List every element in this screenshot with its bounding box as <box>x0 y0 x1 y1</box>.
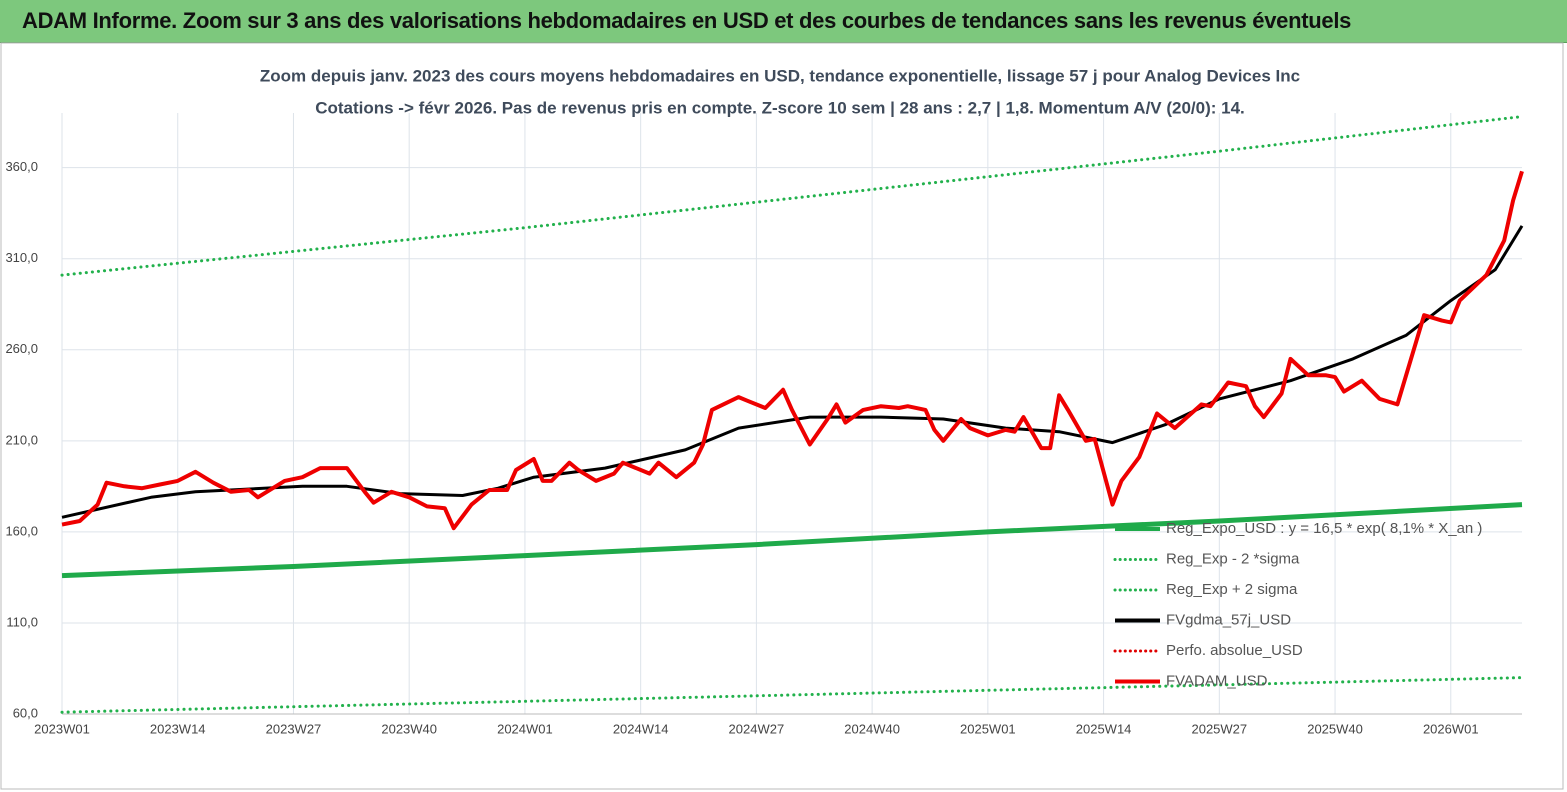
legend-label: FVgdma_57j_USD <box>1166 611 1291 628</box>
y-tick-label: 360,0 <box>5 159 38 174</box>
legend-label: Reg_Exp - 2 *sigma <box>1166 550 1300 567</box>
legend-label: Reg_Expo_USD : y = 16,5 * exp( 8,1% * X_… <box>1166 520 1482 537</box>
y-tick-label: 110,0 <box>6 614 38 629</box>
chart-border <box>0 42 1564 790</box>
x-tick-label: 2025W40 <box>1307 721 1363 736</box>
x-tick-label: 2025W27 <box>1191 721 1247 736</box>
x-tick-label: 2024W14 <box>613 721 669 736</box>
y-tick-label: 60,0 <box>13 705 38 720</box>
x-tick-label: 2024W27 <box>729 721 785 736</box>
x-tick-label: 2026W01 <box>1423 721 1479 736</box>
series-line <box>61 225 1524 519</box>
x-tick-label: 2023W27 <box>266 721 322 736</box>
legend-label: FVADAM_USD <box>1166 672 1268 689</box>
y-tick-label: 210,0 <box>5 432 38 447</box>
subtitle: Cotations -> févr 2026. Pas de revenus p… <box>315 98 1245 117</box>
legend-label: Perfo. absolue_USD <box>1166 642 1303 659</box>
y-tick-label: 310,0 <box>5 250 38 265</box>
x-tick-label: 2023W40 <box>381 721 437 736</box>
series-line <box>61 170 1524 531</box>
x-tick-label: 2025W01 <box>960 721 1016 736</box>
legend-label: Reg_Exp + 2 sigma <box>1166 581 1298 598</box>
chart: Zoom depuis janv. 2023 des cours moyens … <box>0 42 1564 790</box>
y-tick-label: 160,0 <box>5 523 38 538</box>
header-bar: ADAM Informe. Zoom sur 3 ans des valoris… <box>0 0 1567 43</box>
y-tick-label: 260,0 <box>5 341 38 356</box>
series-line <box>60 115 1524 277</box>
series-line <box>61 502 1523 579</box>
x-tick-label: 2025W14 <box>1076 721 1132 736</box>
x-tick-label: 2024W40 <box>844 721 900 736</box>
series-line <box>60 676 1524 714</box>
x-tick-label: 2023W14 <box>150 721 206 736</box>
x-tick-label: 2023W01 <box>34 721 90 736</box>
x-tick-label: 2024W01 <box>497 721 553 736</box>
title: ADAM Informe. Zoom sur 3 ans des valoris… <box>22 8 1352 33</box>
subtitle: Zoom depuis janv. 2023 des cours moyens … <box>260 66 1300 85</box>
